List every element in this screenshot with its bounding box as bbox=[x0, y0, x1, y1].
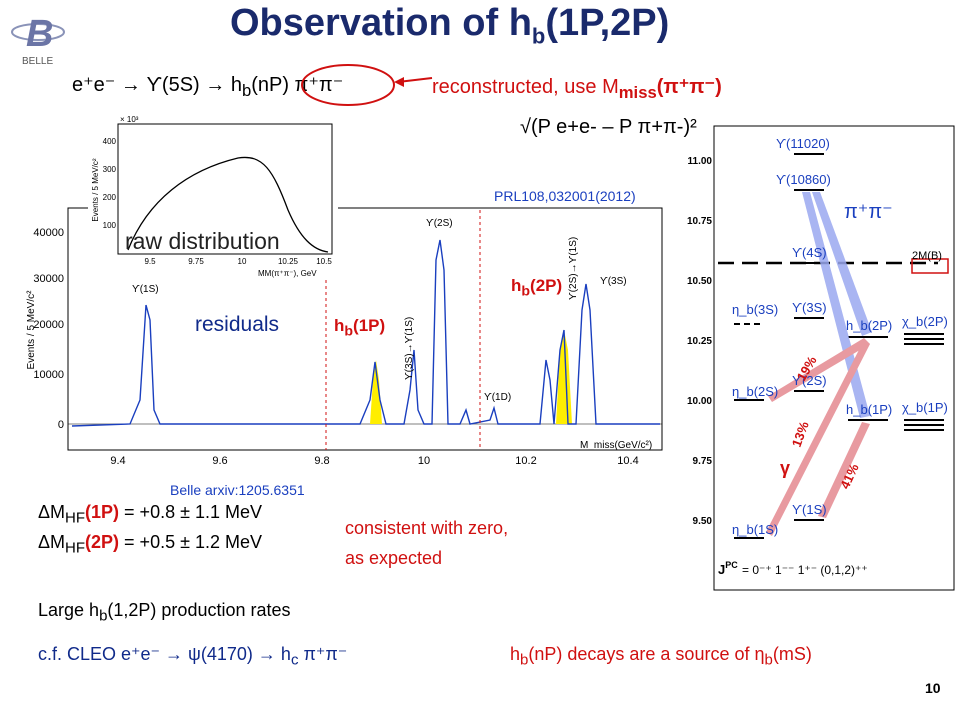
inset-scale: × 10³ bbox=[120, 115, 139, 124]
inset-xlabel: MM(π⁺π⁻), GeV bbox=[258, 269, 317, 278]
e1-arrow-41 bbox=[818, 422, 870, 518]
main-plot-ylabel: Events / 5 MeV/c² bbox=[26, 290, 37, 370]
peak-label-3s-1s: ϒ(3S)→ϒ(1S) bbox=[404, 317, 415, 380]
level-hb1p: h_b(1P) bbox=[846, 402, 892, 417]
branching-41: 41% bbox=[837, 461, 862, 491]
bb-threshold-label: 2M(B) bbox=[912, 250, 942, 262]
cleo-comparison-text: c.f. CLEO e⁺e⁻ → ψ(4170) → hc π⁺π⁻ bbox=[38, 644, 348, 669]
delta-mhf-2p: ΔMHF(2P) = +0.5 ± 1.2 MeV bbox=[38, 532, 263, 557]
raw-distribution-label: raw distribution bbox=[125, 228, 280, 254]
inset-ytick-1: 200 bbox=[103, 193, 117, 202]
delta-mhf-1p: ΔMHF(1P) = +0.8 ± 1.1 MeV bbox=[38, 502, 263, 527]
level-ytick-3: 10.25 bbox=[687, 336, 712, 347]
hb1p-peak-fill bbox=[370, 360, 382, 424]
main-xtick-1: 9.6 bbox=[212, 455, 227, 467]
inset-xtick-1: 9.75 bbox=[188, 257, 204, 266]
jpc-label: JPC bbox=[718, 560, 738, 577]
hb1p-label: hb(1P) bbox=[334, 316, 386, 340]
gamma-label: γ bbox=[780, 458, 790, 478]
e1-arrow-13 bbox=[766, 340, 870, 536]
main-xtick-2: 9.8 bbox=[314, 455, 329, 467]
reaction-text: e⁺e⁻ → ϒ(5S) → hb(nP) π⁺π⁻ bbox=[72, 74, 344, 100]
level-etab3s: η_b(3S) bbox=[732, 302, 778, 317]
level-chib2p: χ_b(2P) bbox=[902, 314, 948, 329]
inset-xtick-3: 10.25 bbox=[278, 257, 299, 266]
inset-xtick-4: 10.5 bbox=[316, 257, 332, 266]
inset-curve bbox=[127, 156, 329, 253]
inset-ytick-3: 400 bbox=[103, 137, 117, 146]
pipi-arrow-2p bbox=[812, 192, 872, 336]
level-etab2s: η_b(2S) bbox=[732, 384, 778, 399]
consistent-note: consistent with zero, bbox=[345, 518, 509, 538]
logo-text: BELLE bbox=[22, 56, 53, 66]
svg-text:B: B bbox=[26, 13, 53, 55]
inset-ytick-2: 300 bbox=[103, 165, 117, 174]
production-rates-text: Large hb(1,2P) production rates bbox=[38, 600, 291, 625]
main-ytick-1: 10000 bbox=[33, 369, 64, 381]
level-ytick-0: 11.00 bbox=[688, 156, 713, 167]
eta-source-text: hb(nP) decays are a source of ηb(mS) bbox=[510, 644, 812, 669]
main-xtick-5: 10.4 bbox=[617, 455, 638, 467]
level-y10860: ϒ(10860) bbox=[776, 172, 831, 187]
main-ytick-4: 40000 bbox=[33, 227, 64, 239]
peak-label-1d: ϒ(1D) bbox=[484, 392, 511, 403]
level-ytick-5: 9.75 bbox=[693, 456, 713, 467]
reconstructed-note: reconstructed, use Mmiss(π⁺π⁻) bbox=[432, 76, 722, 102]
expected-note: as expected bbox=[345, 548, 443, 568]
peak-label-1s: ϒ(1S) bbox=[132, 284, 159, 295]
page-title: Observation of hb(1P,2P) bbox=[230, 2, 670, 49]
main-plot: Events / 5 MeV/c² 0 10000 20000 30000 40… bbox=[26, 207, 663, 467]
e1-arrow-19 bbox=[768, 338, 870, 402]
reaction-highlight-ring bbox=[301, 64, 433, 106]
main-ytick-2: 20000 bbox=[33, 319, 64, 331]
arxiv-reference: Belle arxiv:1205.6351 bbox=[170, 482, 305, 498]
inset-ytick-0: 100 bbox=[103, 221, 117, 230]
peak-label-3s: ϒ(3S) bbox=[600, 276, 627, 287]
pipi-label: π⁺π⁻ bbox=[844, 201, 893, 223]
bb-threshold-box bbox=[911, 258, 949, 274]
hb2p-label: hb(2P) bbox=[511, 276, 563, 300]
level-y4s: ϒ(4S) bbox=[792, 245, 827, 260]
level-ytick-4: 10.00 bbox=[687, 396, 712, 407]
main-xtick-4: 10.2 bbox=[515, 455, 536, 467]
level-chib1p: χ_b(1P) bbox=[902, 400, 948, 415]
main-xlabel: M_miss(GeV/c²) bbox=[580, 440, 652, 451]
main-ytick-3: 30000 bbox=[33, 273, 64, 285]
page-number: 10 bbox=[925, 680, 941, 696]
pipi-arrow-1p bbox=[802, 192, 870, 418]
level-y1s: ϒ(1S) bbox=[792, 502, 827, 517]
inset-xtick-0: 9.5 bbox=[144, 257, 156, 266]
level-ytick-1: 10.75 bbox=[687, 216, 712, 227]
level-ytick-2: 10.50 bbox=[687, 276, 712, 287]
missing-mass-formula: √(P e+e- – P π+π-)² bbox=[520, 116, 697, 138]
level-hb2p: h_b(2P) bbox=[846, 318, 892, 333]
main-ytick-0: 0 bbox=[58, 419, 64, 431]
residuals-label: residuals bbox=[195, 313, 280, 336]
level-y11020: ϒ(11020) bbox=[776, 136, 830, 151]
level-y2s: ϒ(2S) bbox=[792, 373, 827, 388]
level-y3s: ϒ(3S) bbox=[792, 300, 827, 315]
peak-label-2s: ϒ(2S) bbox=[426, 218, 453, 229]
level-ytick-6: 9.50 bbox=[693, 516, 713, 527]
branching-13: 13% bbox=[789, 419, 812, 449]
inset-plot: × 10³ Events / 5 MeV/c² 100 200 300 400 … bbox=[88, 110, 338, 280]
belle-logo: B BELLE bbox=[8, 6, 68, 67]
main-xtick-3: 10 bbox=[418, 455, 430, 467]
prl-reference: PRL108,032001(2012) bbox=[494, 188, 636, 204]
level-diagram: 11.00 10.75 10.50 10.25 10.00 9.75 9.50 … bbox=[687, 125, 955, 591]
residuals-fit-curve bbox=[71, 239, 660, 427]
level-etab1s: η_b(1S) bbox=[732, 522, 778, 537]
inset-xtick-2: 10 bbox=[238, 257, 247, 266]
inset-ylabel: Events / 5 MeV/c² bbox=[91, 158, 100, 221]
peak-label-2s-1s: ϒ(2S)→ϒ(1S) bbox=[568, 237, 579, 300]
jpc-values: = 0⁻⁺ 1⁻⁻ 1⁺⁻ (0,1,2)⁺⁺ bbox=[742, 563, 868, 577]
main-xtick-0: 9.4 bbox=[110, 455, 125, 467]
